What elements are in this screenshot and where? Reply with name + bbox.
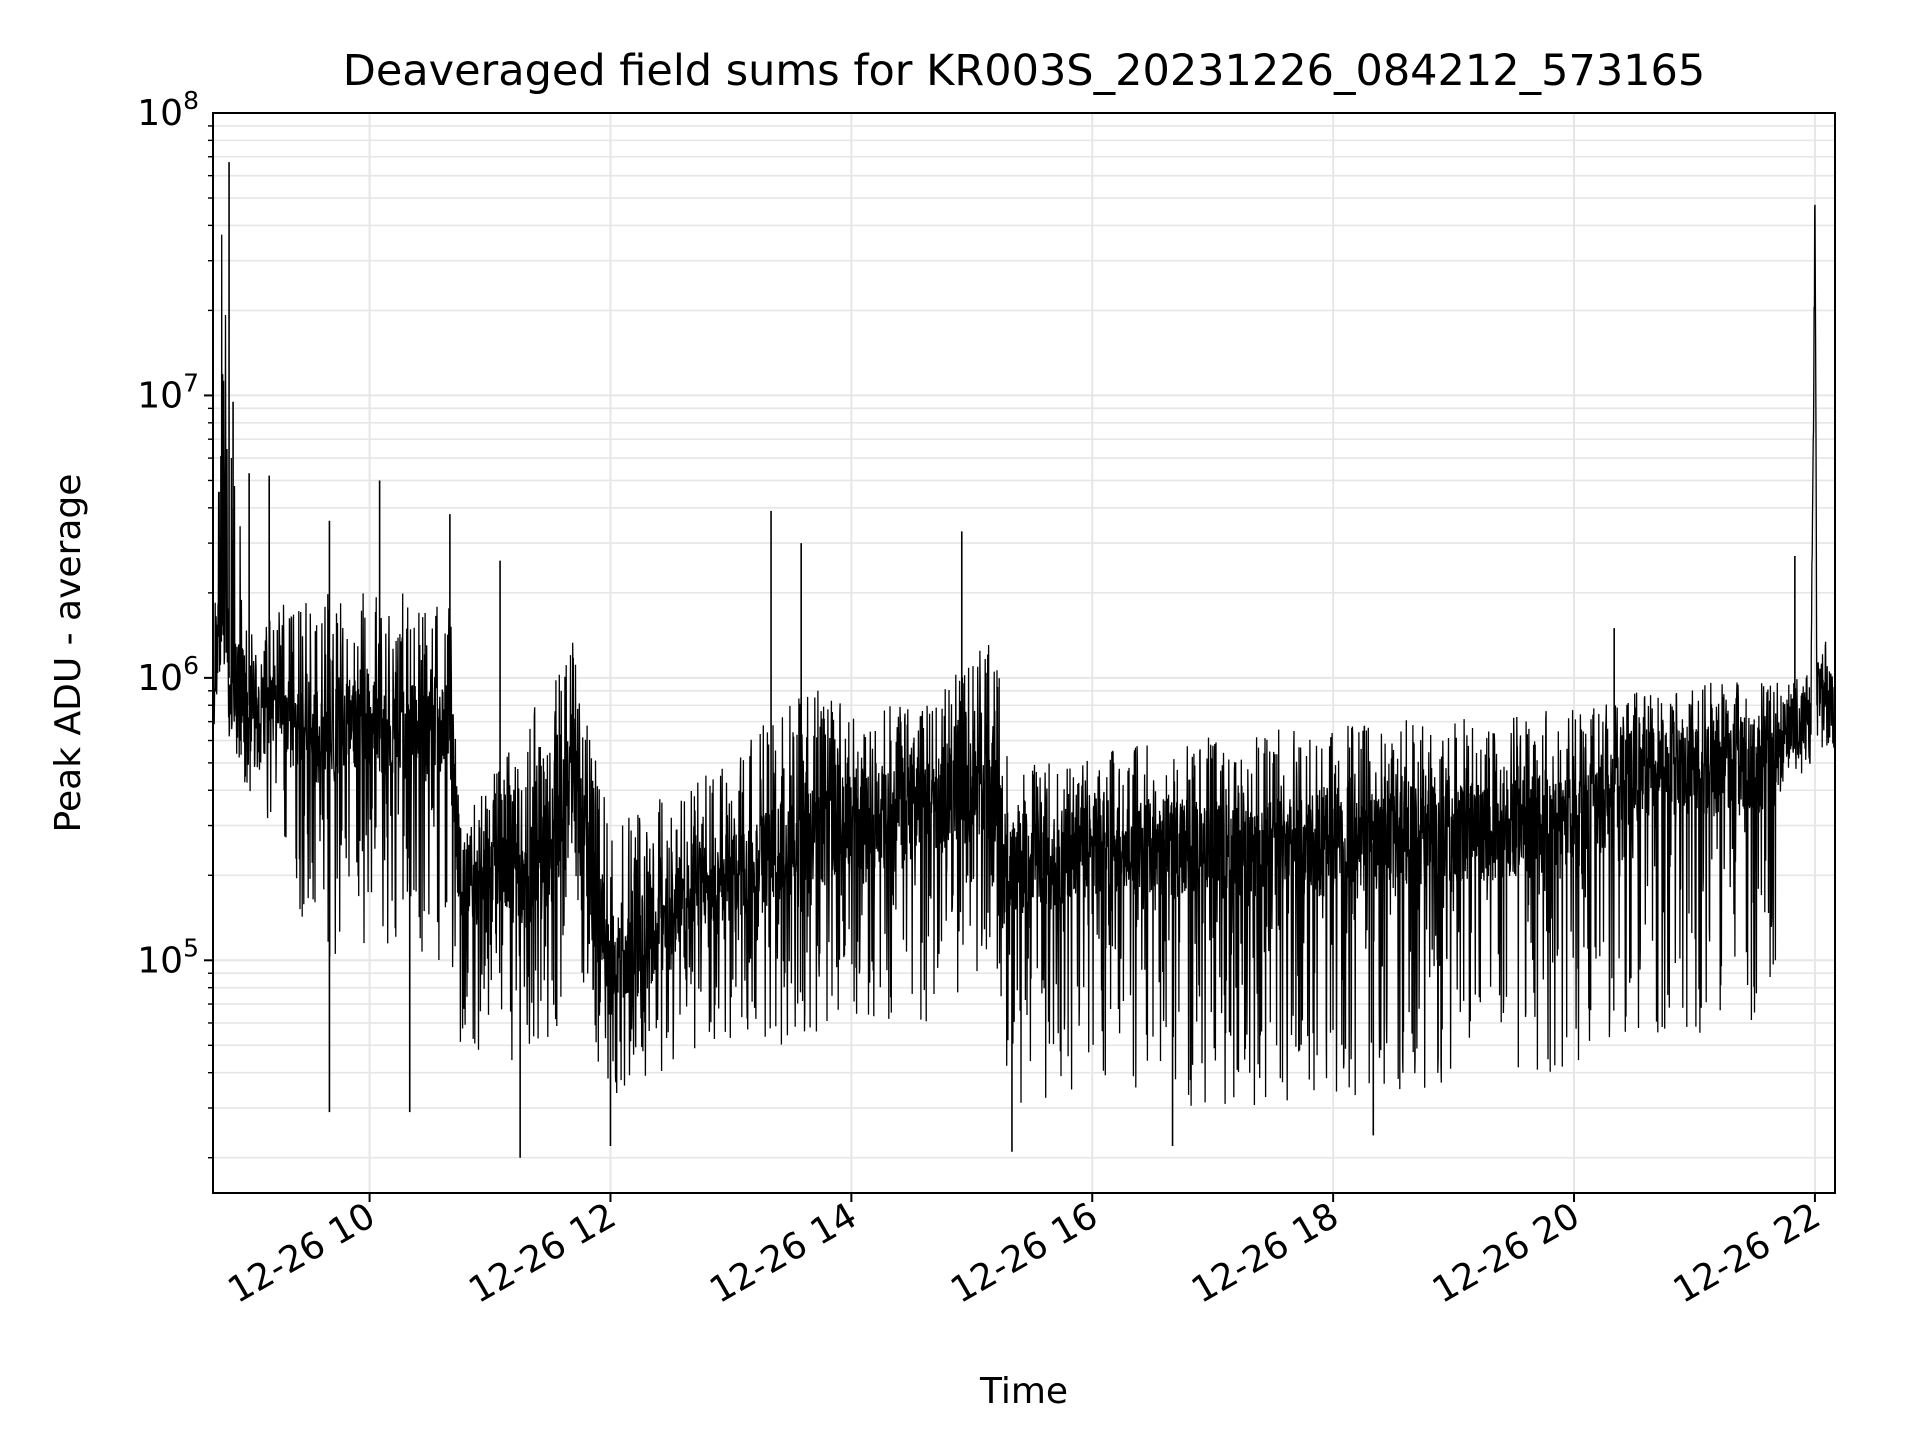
y-tick-label: 105	[137, 933, 199, 981]
y-tick-label-exponent: 5	[183, 933, 199, 962]
data-series	[212, 162, 1836, 1158]
y-tick-label-exponent: 7	[183, 368, 199, 397]
y-tick-label: 108	[137, 86, 199, 134]
y-tick-label-base: 10	[137, 940, 183, 981]
y-tick-label-exponent: 8	[183, 86, 199, 115]
y-tick-label-base: 10	[137, 658, 183, 699]
series-line	[212, 204, 1836, 1106]
plot-frame	[212, 112, 1836, 1194]
y-axis-label: Peak ADU - average	[48, 474, 89, 833]
x-axis-label: Time	[979, 1371, 1068, 1412]
y-tick-label: 107	[137, 368, 199, 416]
y-tick-label: 106	[137, 651, 199, 699]
y-tick-label-base: 10	[137, 93, 183, 134]
y-tick-label-exponent: 6	[183, 651, 199, 680]
chart-title: Deaveraged field sums for KR003S_2023122…	[343, 46, 1706, 96]
y-tick-label-base: 10	[137, 375, 183, 416]
